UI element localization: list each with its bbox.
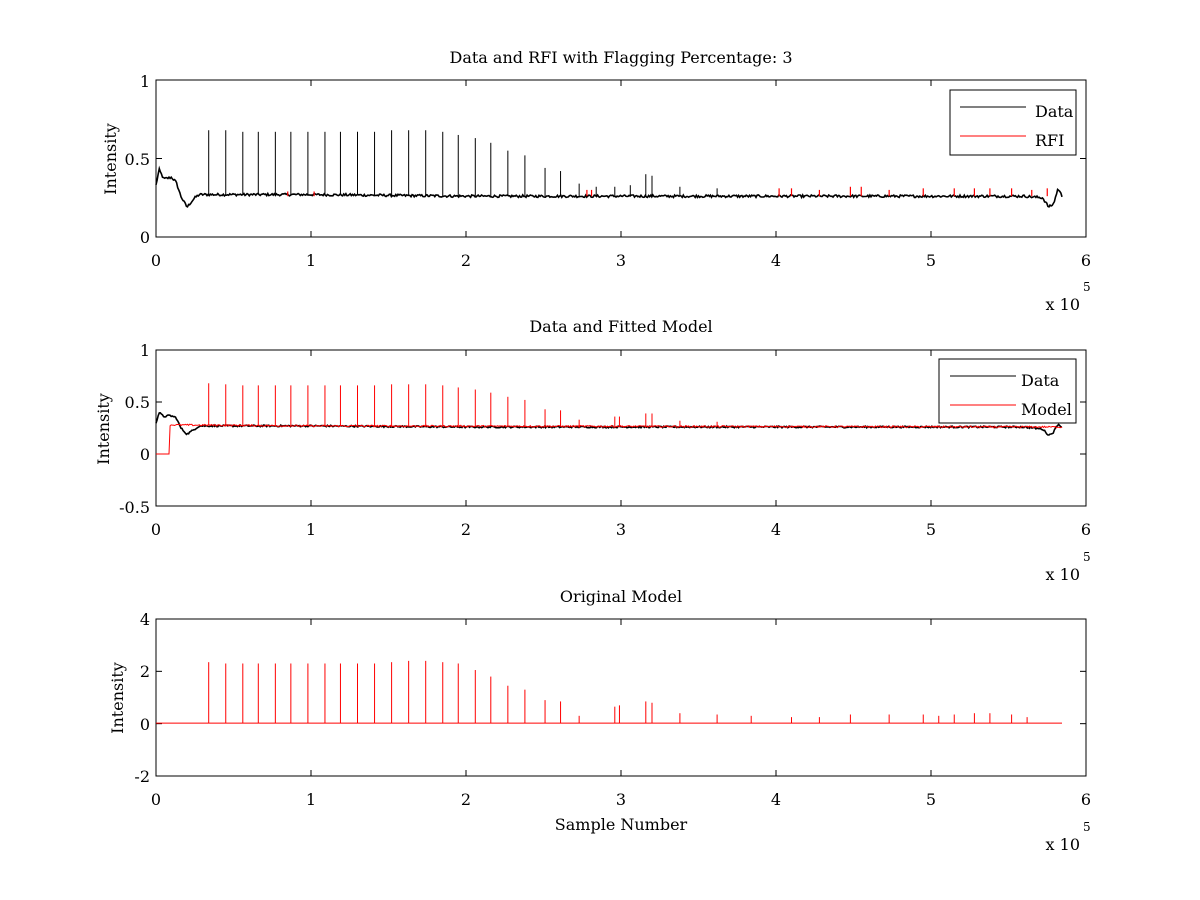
y-tick-label: 2 [140, 662, 150, 681]
panel-3-x-exponent: 5 [1083, 820, 1091, 834]
panel-1-y-tick-labels: 0 0.5 1 [125, 72, 150, 247]
panel-3-xlabel: Sample Number [555, 815, 688, 834]
legend-label-data: Data [1035, 102, 1074, 121]
y-tick-label: 1 [140, 72, 150, 91]
panel-2-ylabel: Intensity [94, 393, 113, 465]
panel-3-title: Original Model [560, 587, 682, 606]
panel-3-x-multiplier: x 10 [1046, 835, 1080, 854]
y-tick-label: 4 [140, 610, 150, 629]
legend-label-rfi: RFI [1035, 131, 1064, 150]
x-tick-label: 5 [926, 790, 936, 809]
legend-label-model: Model [1021, 400, 1072, 419]
panel-1-x-tick-labels: 0 1 2 3 4 5 6 [151, 251, 1091, 270]
x-tick-label: 0 [151, 790, 161, 809]
y-tick-label: 0.5 [125, 150, 150, 169]
y-tick-label: 0 [140, 445, 150, 464]
x-tick-label: 2 [461, 251, 471, 270]
x-tick-label: 6 [1081, 251, 1091, 270]
panel-3-y-tick-labels: -2 0 2 4 [134, 610, 150, 786]
x-tick-label: 5 [926, 251, 936, 270]
x-tick-label: 3 [616, 790, 626, 809]
x-tick-label: 3 [616, 520, 626, 539]
panel-1-x-exponent: 5 [1083, 280, 1091, 294]
y-tick-label: 1 [140, 341, 150, 360]
y-tick-label: 0 [140, 228, 150, 247]
y-tick-label: 0.5 [125, 393, 150, 412]
panel-3-plot-area [155, 618, 1087, 777]
panel-2-title: Data and Fitted Model [529, 317, 712, 336]
series-line-model [156, 423, 1063, 455]
panel-1-ylabel: Intensity [101, 123, 120, 195]
panel-1-legend: Data RFI [949, 89, 1077, 156]
panel-2-x-tick-labels: 0 1 2 3 4 5 6 [151, 520, 1091, 539]
panel-2-plot-area [155, 349, 1087, 507]
y-tick-label: -2 [134, 767, 150, 786]
x-tick-label: 4 [771, 790, 781, 809]
series-line-data [155, 165, 1063, 208]
x-tick-label: 6 [1081, 790, 1091, 809]
x-tick-label: 1 [306, 251, 316, 270]
y-tick-label: -0.5 [119, 498, 150, 517]
panel-1-x-multiplier: x 10 [1046, 295, 1080, 314]
panel-1-plot-area [155, 79, 1087, 238]
panel-1-title: Data and RFI with Flagging Percentage: 3 [449, 48, 792, 67]
x-tick-label: 0 [151, 251, 161, 270]
panel-2-x-exponent: 5 [1083, 550, 1091, 564]
x-tick-label: 2 [461, 790, 471, 809]
x-tick-label: 2 [461, 520, 471, 539]
x-tick-label: 5 [926, 520, 936, 539]
legend-label-data: Data [1021, 371, 1060, 390]
panel-2-y-tick-labels: -0.5 0 0.5 1 [119, 341, 150, 517]
x-tick-label: 4 [771, 251, 781, 270]
panel-2: Data and Fitted Model Intensity 0 1 2 3 … [94, 317, 1091, 584]
y-tick-label: 0 [140, 715, 150, 734]
x-tick-label: 3 [616, 251, 626, 270]
panel-1: Data and RFI with Flagging Percentage: 3… [101, 48, 1091, 314]
x-tick-label: 0 [151, 520, 161, 539]
x-tick-label: 4 [771, 520, 781, 539]
panel-3-ylabel: Intensity [108, 662, 127, 734]
panel-2-legend: Data Model [938, 358, 1077, 424]
panel-3: Original Model Intensity 0 1 2 3 4 5 6 -… [108, 587, 1091, 854]
panel-2-x-multiplier: x 10 [1046, 565, 1080, 584]
x-tick-label: 1 [306, 520, 316, 539]
x-tick-label: 6 [1081, 520, 1091, 539]
panel-3-x-tick-labels: 0 1 2 3 4 5 6 [151, 790, 1091, 809]
x-tick-label: 1 [306, 790, 316, 809]
